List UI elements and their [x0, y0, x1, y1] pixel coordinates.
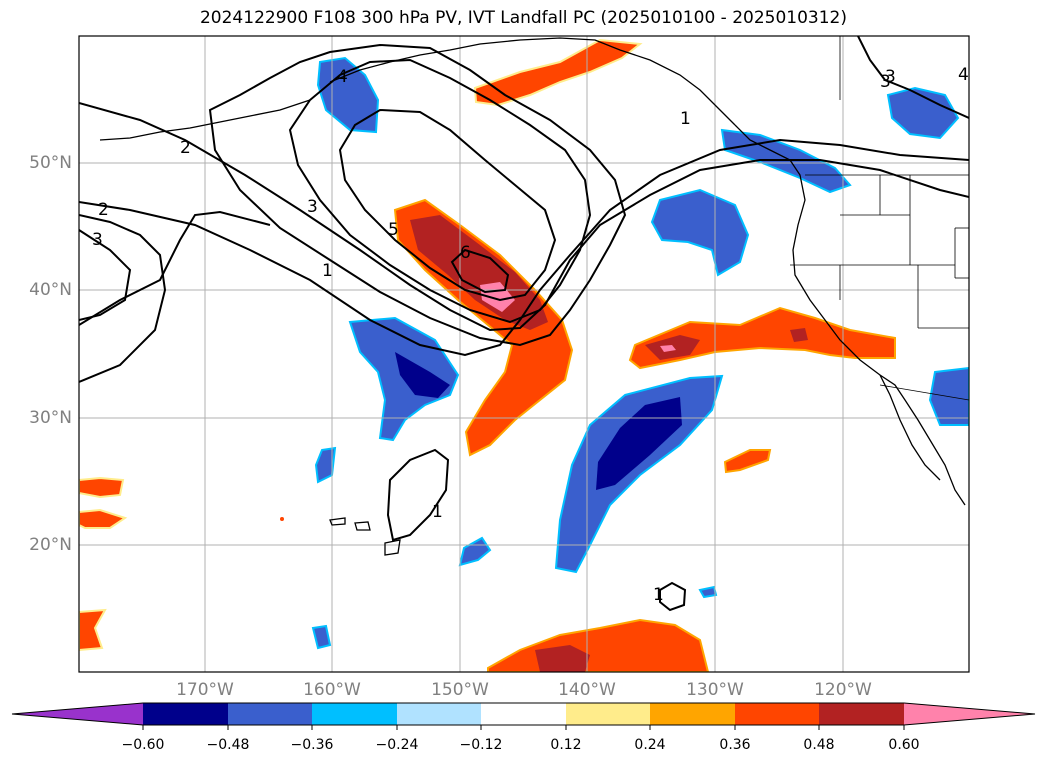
pv-contours — [79, 36, 969, 612]
positive-region-west-3 — [79, 608, 107, 652]
positive-region-north-band — [473, 38, 643, 107]
contour-label: 2 — [98, 200, 109, 220]
contour-labels: 4 3 2 2 3 3 5 6 1 1 1 1 3 4 — [92, 65, 969, 605]
aleutian-chain — [99, 99, 311, 141]
lon-label-130w: 130°W — [686, 680, 744, 700]
lon-label-170w: 170°W — [176, 680, 234, 700]
lon-label-160w: 160°W — [303, 680, 361, 700]
negative-region-140w-45n — [650, 188, 750, 277]
negative-region-ne — [886, 86, 960, 140]
contour-label: 1 — [680, 109, 691, 129]
lat-label-40n: 40°N — [29, 280, 72, 300]
lat-label-50n: 50°N — [29, 153, 72, 173]
negative-shading — [311, 56, 969, 650]
colorbar — [11, 702, 1036, 730]
colorbar-extend-right — [904, 703, 1035, 725]
positive-core-south-band — [535, 645, 590, 672]
colorbar-tick-label: −0.24 — [375, 737, 419, 753]
colorbar-tick-label: 0.48 — [803, 737, 835, 753]
colorbar-segment — [228, 703, 312, 725]
colorbar-segment — [397, 703, 481, 725]
contour-label: 1 — [653, 585, 664, 605]
pv-contour-west-3 — [79, 229, 132, 321]
positive-region-west-1 — [79, 476, 125, 499]
positive-region-130w-24n — [723, 449, 772, 474]
pv-contour-west-2 — [79, 210, 271, 326]
pv-contour-6 — [450, 248, 510, 294]
contour-label: 4 — [958, 65, 969, 85]
pv-contour-west-outer — [79, 214, 167, 383]
pv-contour-3-outer — [208, 43, 627, 347]
contour-label: 6 — [460, 243, 471, 263]
colorbar-segment — [819, 703, 904, 725]
positive-core-band-38n-east — [790, 328, 808, 342]
negative-region-small-3 — [311, 624, 332, 650]
contour-label: 3 — [307, 197, 318, 217]
negative-core-160w-35n — [395, 352, 450, 398]
colorbar-tick-label: 0.60 — [888, 737, 920, 753]
map-area: 4 3 2 2 3 3 5 6 1 1 1 1 3 4 — [79, 36, 969, 672]
pv-contour-5 — [338, 108, 557, 302]
colorbar-tick-label: −0.60 — [121, 737, 165, 753]
colorbar-tick-label: −0.48 — [206, 737, 250, 753]
contour-label: 3 — [880, 72, 891, 92]
lat-label-20n: 20°N — [29, 535, 72, 555]
colorbar-tick-label: −0.36 — [290, 737, 334, 753]
negative-region-north-160w — [316, 56, 380, 134]
contour-label: 3 — [92, 230, 103, 250]
hawaii-1 — [329, 517, 346, 526]
contour-label: 1 — [322, 261, 333, 281]
contour-label: 1 — [432, 502, 443, 522]
contour-label: 2 — [180, 138, 191, 158]
colorbar-tick-label: 0.12 — [550, 737, 582, 753]
contour-label: 4 — [337, 67, 348, 87]
pv-contour-1-north — [79, 102, 969, 332]
north-america-west-coast — [734, 124, 966, 506]
pv-contour-2 — [79, 138, 969, 357]
map-frame — [78, 35, 970, 673]
lat-label-30n: 30°N — [29, 408, 72, 428]
pv-contour-4 — [288, 58, 592, 324]
colorbar-segment — [312, 703, 397, 725]
colorbar-tick-label: 0.36 — [719, 737, 751, 753]
colorbar-segment — [143, 703, 228, 725]
pv-contour-1-hawaii — [386, 448, 450, 542]
negative-core-140w-28n — [596, 397, 682, 490]
colorbar-segment — [566, 703, 650, 725]
colorbar-extend-left — [12, 703, 143, 725]
negative-region-small-1 — [314, 446, 337, 484]
lon-label-150w: 150°W — [431, 680, 489, 700]
colorbar-segment — [481, 703, 566, 725]
positive-region-west-2 — [79, 508, 128, 529]
hawaii-2 — [354, 521, 371, 531]
positive-region-band-38n — [628, 306, 896, 370]
political-borders — [790, 36, 969, 401]
baja-california — [879, 374, 941, 481]
positive-max-band-38n — [660, 345, 676, 352]
colorbar-tick-label: 0.24 — [634, 737, 666, 753]
lon-label-140w: 140°W — [558, 680, 616, 700]
colorbar-segment — [650, 703, 735, 725]
pv-contour-1-small — [659, 581, 687, 612]
contour-label: 3 — [885, 67, 896, 87]
pv-contour-ne — [857, 36, 969, 119]
positive-dot — [280, 517, 284, 521]
contour-label: 5 — [388, 220, 399, 240]
colorbar-segment — [735, 703, 819, 725]
lon-label-120w: 120°W — [814, 680, 872, 700]
map-title: 2024122900 F108 300 hPa PV, IVT Landfall… — [199, 8, 847, 28]
hawaii-3 — [384, 539, 401, 556]
colorbar-tick-label: −0.12 — [459, 737, 503, 753]
negative-region-small-4 — [698, 585, 718, 599]
